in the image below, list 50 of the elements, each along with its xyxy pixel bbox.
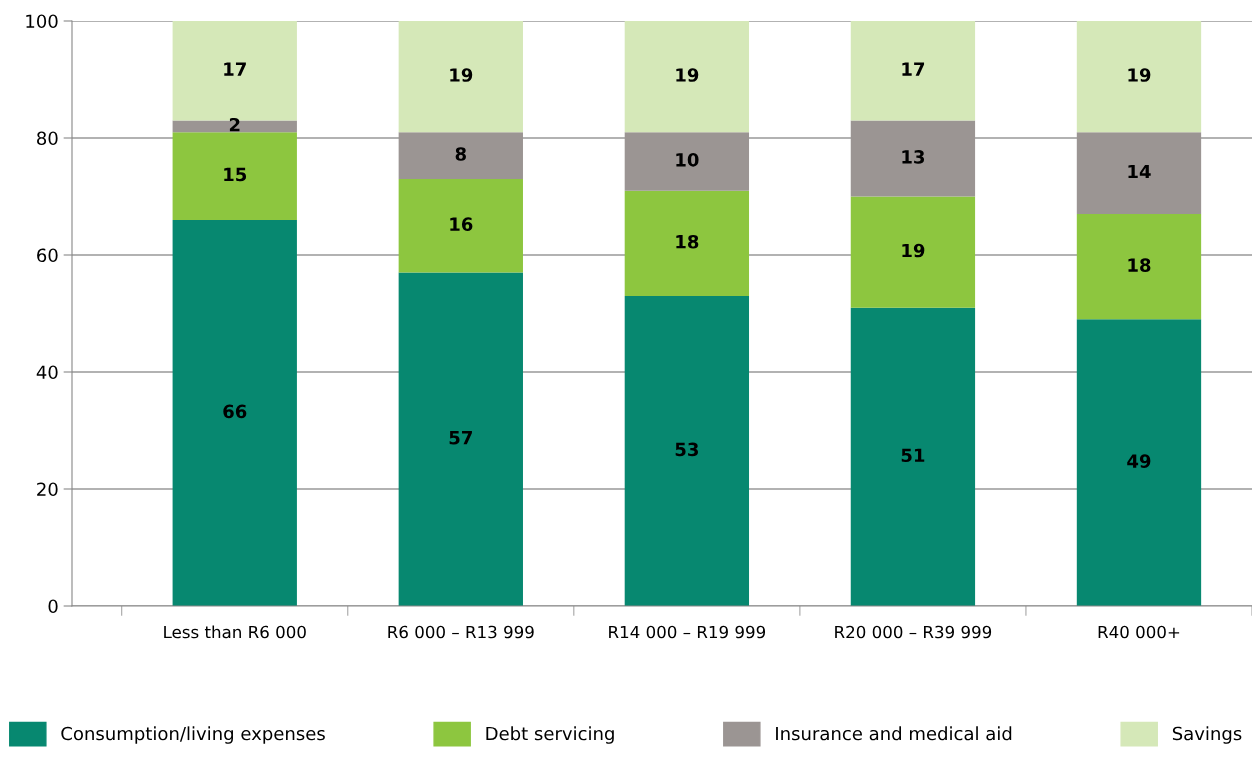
y-tick-label: 100 — [26, 14, 58, 29]
data-label: 2 — [229, 117, 240, 132]
bar — [1076, 21, 1202, 133]
data-label: 10 — [676, 152, 699, 167]
data-label: 49 — [1127, 454, 1151, 468]
data-label: 19 — [450, 68, 473, 82]
data-label: 17 — [224, 62, 246, 76]
legend-label: Debt servicing — [486, 726, 614, 744]
data-label: 19 — [676, 68, 699, 82]
legend-label: Savings — [1172, 726, 1242, 744]
bar — [172, 120, 297, 133]
bar — [850, 196, 976, 308]
data-label: 53 — [675, 442, 698, 457]
data-label: 66 — [223, 404, 247, 419]
data-label: 16 — [450, 217, 473, 231]
data-label: 17 — [902, 62, 925, 76]
bar — [624, 295, 750, 606]
x-tick-label: R6 000 – R13 999 — [388, 625, 534, 639]
x-tick-label: R40 000+ — [1098, 625, 1180, 639]
y-tick-label: 20 — [37, 482, 58, 497]
legend-label: Insurance and medical aid — [776, 726, 1012, 741]
bar — [398, 178, 523, 273]
bar — [172, 219, 297, 606]
y-tick-label: 60 — [37, 248, 58, 263]
x-tick-label: R14 000 – R19 999 — [609, 625, 766, 639]
data-label: 51 — [901, 448, 925, 463]
data-label: 13 — [902, 150, 925, 164]
bar — [850, 307, 976, 606]
x-tick-label: R20 000 – R39 999 — [835, 625, 992, 639]
data-label: 19 — [1128, 68, 1151, 82]
data-label: 19 — [902, 243, 925, 258]
data-label: 15 — [224, 167, 247, 182]
y-tick-label: 40 — [36, 365, 58, 380]
x-tick-label: Less than R6 000 — [164, 625, 306, 639]
data-label: 18 — [1128, 258, 1151, 272]
data-label: 18 — [676, 234, 699, 249]
data-label: 14 — [1128, 164, 1151, 179]
data-label: 8 — [455, 147, 466, 161]
bar — [1076, 214, 1202, 320]
legend-label: Consumption/living expenses — [61, 726, 325, 744]
bar — [850, 21, 976, 121]
bar — [172, 132, 297, 220]
bar — [624, 21, 750, 133]
data-label: 57 — [449, 431, 472, 445]
bar — [624, 190, 750, 296]
bar — [398, 21, 523, 133]
bar — [1076, 319, 1202, 606]
y-tick-label: 80 — [37, 131, 58, 146]
y-tick-label: 0 — [48, 599, 58, 614]
bar — [398, 272, 523, 606]
